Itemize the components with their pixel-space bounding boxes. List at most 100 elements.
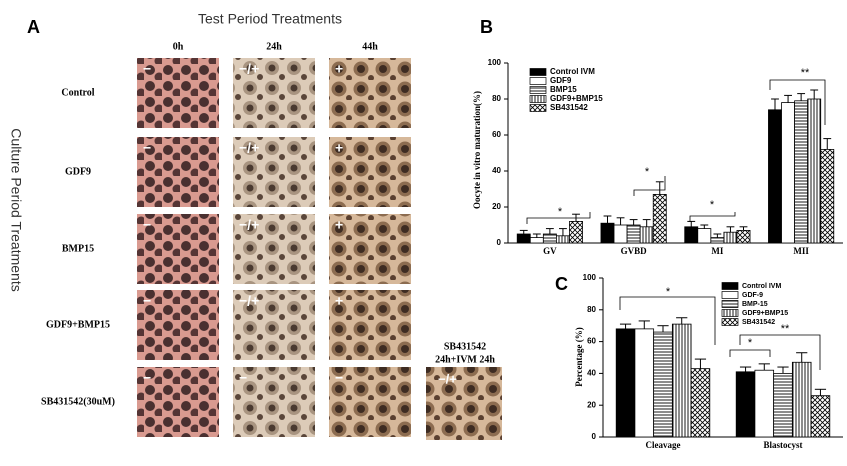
y-tick-label: 60 (587, 337, 596, 346)
panel-title: Test Period Treatments (198, 11, 342, 27)
x-tick-label: Blastocyst (764, 440, 803, 450)
micrograph (137, 58, 219, 128)
bar (781, 102, 795, 244)
legend-label: BMP-15 (742, 301, 768, 308)
image-mark: − (335, 370, 343, 386)
panel-label: C (555, 274, 568, 294)
image-mark: −/+ (239, 293, 259, 309)
y-tick-label: 80 (587, 305, 596, 314)
micrograph (137, 214, 219, 284)
micrograph (329, 367, 411, 437)
bar (615, 328, 636, 438)
y-tick-label: 100 (583, 273, 597, 282)
image-mark: −/+ (239, 61, 259, 77)
significance-label: * (558, 206, 563, 218)
legend-label: Control IVM (742, 283, 781, 290)
legend-label: SB431542 (742, 319, 775, 326)
bar (820, 148, 835, 244)
legend-swatch (529, 77, 547, 85)
significance-bracket (526, 212, 591, 224)
bar (710, 237, 725, 244)
x-tick-label: GVBD (621, 246, 648, 256)
legend-label: GDF-9 (742, 292, 763, 299)
legend-label: SB431542 (550, 103, 588, 112)
legend-swatch (721, 300, 739, 308)
bar (516, 233, 531, 244)
significance-bracket (619, 296, 716, 345)
x-tick-label: Cleavage (646, 440, 681, 450)
significance-label: * (710, 199, 715, 211)
y-tick-label: 80 (492, 94, 501, 103)
bar (810, 395, 831, 438)
legend-swatch (529, 68, 547, 76)
legend-swatch (529, 86, 547, 94)
image-mark: − (143, 140, 151, 156)
panel-label: A (27, 17, 40, 37)
image-mark: − (143, 293, 151, 309)
micrograph (233, 367, 315, 437)
micrograph (329, 290, 411, 360)
significance-label: * (748, 337, 753, 349)
legend-label: Control IVM (550, 67, 595, 76)
micrograph (137, 367, 219, 437)
bar (613, 224, 628, 244)
micrograph (233, 137, 315, 207)
y-tick-label: 0 (497, 238, 502, 247)
column-header: 24h (266, 41, 282, 52)
legend-label: GDF9+BMP15 (742, 310, 788, 317)
bar (634, 328, 655, 438)
extra-label: 24h+IVM 24h (435, 354, 495, 365)
bar (690, 368, 711, 438)
image-mark: + (335, 217, 343, 233)
x-tick-label: MI (711, 246, 723, 256)
bar (735, 371, 756, 438)
micrograph (137, 137, 219, 207)
side-label: Culture Period Treatments (8, 128, 24, 291)
legend-swatch (529, 104, 547, 112)
image-mark: + (335, 293, 343, 309)
significance-bracket (769, 79, 826, 125)
bar (556, 235, 570, 244)
y-tick-label: 20 (492, 202, 501, 211)
bar (684, 226, 699, 244)
bar (529, 237, 544, 244)
significance-bracket (633, 176, 666, 196)
significance-bracket (739, 334, 821, 370)
extra-label: SB431542 (444, 341, 486, 352)
row-label: Control (61, 87, 94, 98)
bar (652, 193, 667, 244)
significance-bracket (729, 349, 771, 357)
micrograph (233, 58, 315, 128)
bar (773, 372, 793, 438)
micrograph (137, 290, 219, 360)
y-tick-label: 20 (587, 400, 596, 409)
row-label: GDF9 (65, 166, 91, 177)
image-mark: − (143, 217, 151, 233)
image-mark: −/+ (239, 217, 259, 233)
image-mark: + (335, 61, 343, 77)
legend-swatch (721, 291, 739, 299)
bar (768, 109, 782, 244)
significance-label: * (666, 286, 671, 298)
y-tick-label: 100 (488, 58, 502, 67)
bar (754, 369, 775, 438)
bar (671, 323, 692, 438)
micrograph (233, 214, 315, 284)
y-axis-title: Percentage (%) (574, 327, 584, 387)
y-tick-label: 0 (592, 432, 597, 441)
bar (807, 98, 822, 244)
significance-bracket (689, 212, 736, 222)
image-mark: − (143, 61, 151, 77)
micrograph (233, 290, 315, 360)
significance-label: ** (781, 323, 790, 335)
row-label: GDF9+BMP15 (46, 319, 110, 330)
significance-label: ** (801, 67, 810, 79)
image-mark: −/+ (239, 140, 259, 156)
legend-label: BMP15 (550, 85, 577, 94)
y-tick-label: 60 (492, 130, 501, 139)
image-mark: − (143, 370, 151, 386)
panel-label: B (480, 17, 493, 37)
legend-swatch (721, 282, 739, 290)
micrograph (329, 214, 411, 284)
